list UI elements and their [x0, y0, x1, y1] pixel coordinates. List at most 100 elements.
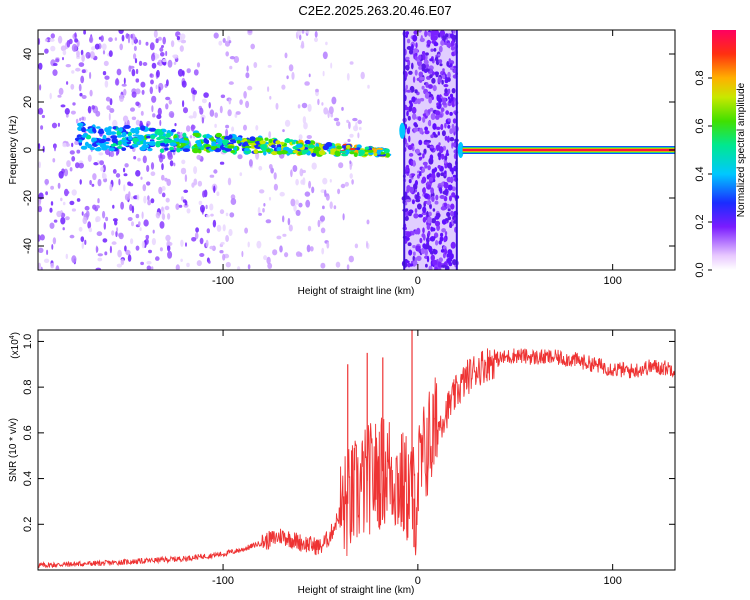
noise-dot — [284, 252, 289, 258]
noise-dot — [151, 105, 154, 113]
burst-dot — [450, 66, 454, 71]
trace-dot — [349, 151, 355, 155]
trace-dot — [159, 148, 165, 153]
burst-dot — [431, 218, 436, 224]
noise-dot — [213, 169, 218, 174]
noise-dot — [60, 45, 67, 52]
noise-dot — [152, 229, 155, 234]
burst-dot — [429, 154, 434, 161]
trace-dot — [180, 140, 188, 144]
snr-ytick-label: 0.2 — [22, 517, 34, 532]
trace-dot — [249, 136, 256, 142]
noise-dot — [131, 91, 137, 98]
noise-dot — [202, 190, 206, 198]
burst-dot — [447, 71, 451, 79]
burst-dot — [422, 227, 425, 234]
noise-dot — [195, 227, 200, 233]
noise-dot — [354, 243, 359, 249]
burst-dot — [437, 97, 443, 104]
trace-dot — [110, 135, 118, 139]
noise-dot — [89, 71, 92, 80]
noise-dot — [38, 234, 41, 242]
noise-dot — [44, 38, 48, 42]
heatmap-ytick-label: -40 — [22, 238, 34, 254]
burst-dot — [440, 123, 444, 131]
burst-dot — [443, 84, 449, 88]
trace-dot — [230, 150, 235, 154]
burst-dot — [421, 167, 426, 173]
burst-dot — [438, 187, 443, 192]
trace-dot — [132, 137, 140, 143]
trace-dot — [215, 138, 223, 143]
trace-dot — [303, 143, 309, 148]
burst-dot — [424, 126, 428, 132]
noise-dot — [214, 123, 217, 128]
noise-dot — [166, 79, 169, 87]
noise-dot — [54, 144, 56, 152]
noise-dot — [81, 241, 85, 249]
burst-dot — [415, 42, 418, 49]
burst-dot — [414, 257, 417, 263]
noise-dot — [38, 161, 41, 169]
noise-dot — [275, 102, 279, 110]
trace-dot — [318, 150, 326, 156]
burst-dot — [428, 265, 433, 270]
trace-dot — [376, 147, 384, 151]
noise-dot — [72, 102, 76, 106]
noise-dot — [74, 140, 79, 145]
trace-dot — [148, 140, 156, 146]
trace-dot — [195, 140, 202, 145]
noise-dot — [281, 84, 286, 90]
trace-dot — [276, 150, 283, 155]
noise-dot — [298, 134, 303, 140]
burst-dot — [414, 56, 418, 61]
burst-dot — [417, 116, 422, 122]
noise-dot — [167, 244, 171, 252]
trace-dot — [116, 146, 123, 149]
noise-dot — [98, 152, 104, 156]
burst-dot — [447, 208, 451, 212]
noise-dot — [80, 236, 85, 243]
noise-dot — [135, 88, 141, 95]
noise-dot — [141, 240, 145, 249]
noise-dot — [157, 107, 162, 116]
burst-dot — [411, 230, 415, 236]
burst-dot — [435, 114, 440, 120]
noise-dot — [329, 201, 333, 209]
noise-dot — [162, 59, 167, 63]
burst-dot — [452, 174, 457, 178]
noise-dot — [306, 244, 311, 253]
noise-dot — [229, 212, 235, 218]
burst-dot — [452, 259, 457, 266]
noise-dot — [146, 260, 152, 265]
noise-dot — [229, 56, 235, 60]
noise-dot — [131, 116, 137, 121]
burst-dot — [444, 248, 448, 255]
burst-dot — [425, 68, 430, 72]
noise-dot — [165, 96, 171, 101]
noise-dot — [245, 100, 250, 109]
noise-dot — [127, 217, 133, 221]
burst-dot — [449, 63, 453, 67]
burst-dot — [422, 116, 426, 123]
burst-dot — [430, 187, 434, 194]
noise-dot — [176, 131, 181, 135]
burst-dot — [433, 30, 439, 36]
burst-dot — [451, 192, 456, 198]
burst-dot — [421, 233, 426, 238]
noise-dot — [304, 81, 310, 86]
noise-dot — [184, 200, 188, 206]
noise-dot — [172, 54, 178, 58]
noise-dot — [50, 33, 55, 39]
trace-dot — [171, 129, 176, 133]
trace-dot — [112, 126, 117, 130]
burst-dot — [404, 123, 408, 130]
noise-dot — [151, 53, 156, 62]
noise-dot — [140, 261, 145, 266]
burst-dot — [431, 195, 435, 202]
trace-dot — [322, 144, 329, 151]
noise-dot — [150, 79, 154, 85]
noise-dot — [100, 35, 104, 42]
noise-dot — [175, 203, 180, 210]
noise-dot — [118, 232, 124, 240]
